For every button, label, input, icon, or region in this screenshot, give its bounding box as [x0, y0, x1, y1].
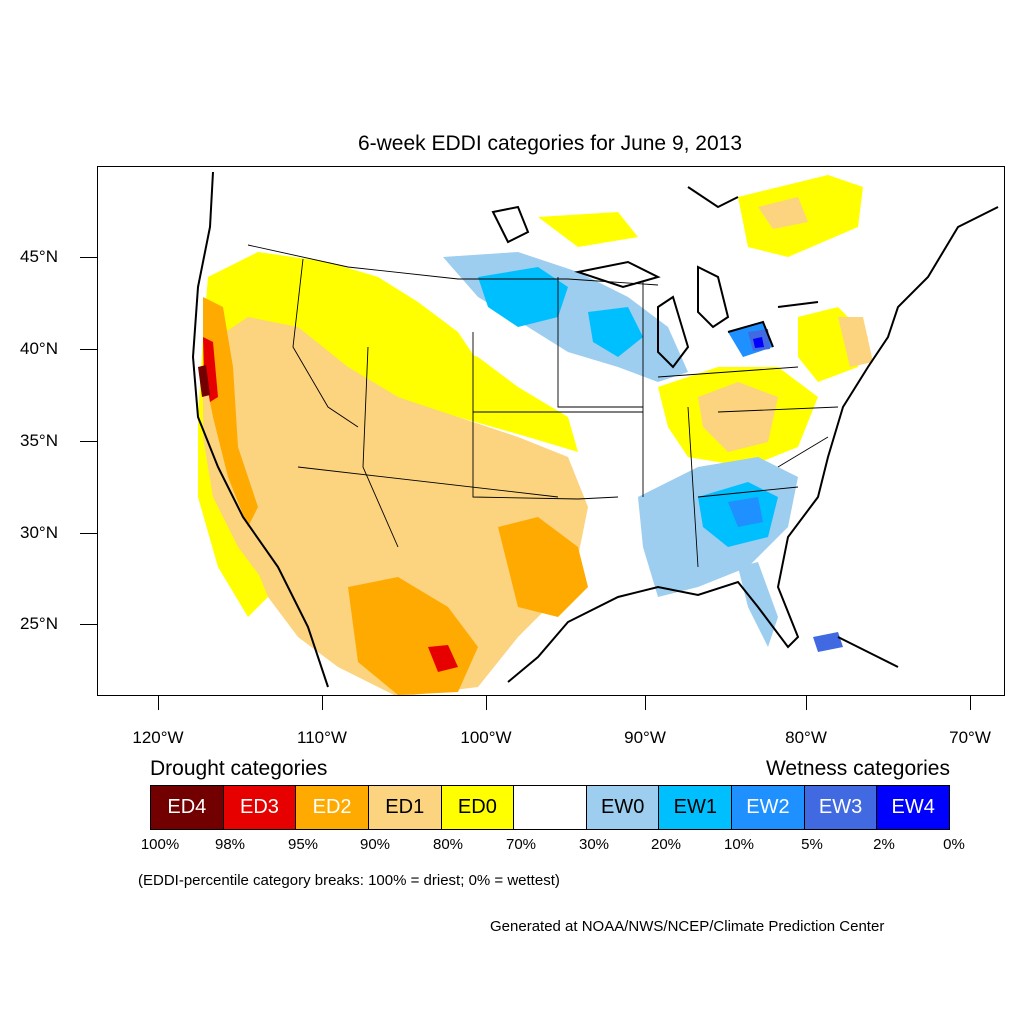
category-breaks-note: (EDDI-percentile category breaks: 100% =…	[138, 872, 560, 889]
ew0-region-florida	[738, 562, 778, 647]
ed2-region-california	[203, 297, 258, 527]
ew1-region-minnesota	[478, 267, 568, 327]
lon-tick	[486, 696, 487, 710]
lon-tick	[158, 696, 159, 710]
percent-break-label: 90%	[359, 836, 391, 853]
percent-break-label: 70%	[505, 836, 537, 853]
lon-tick	[645, 696, 646, 710]
lat-tick	[80, 349, 97, 350]
lon-tick	[806, 696, 807, 710]
lon-label-90w: 90°W	[624, 728, 666, 747]
ed2-region-texas	[498, 517, 588, 617]
lat-label-40n: 40°N	[20, 339, 58, 358]
legend-box-ew0: EW0	[586, 786, 660, 829]
percent-break-label: 2%	[873, 836, 895, 853]
lat-tick	[80, 257, 97, 258]
lat-label-25n: 25°N	[20, 614, 58, 633]
ew3-region-bahamas	[813, 632, 843, 652]
ew1-region-wisconsin	[588, 307, 643, 357]
lon-label-110w: 110°W	[297, 728, 347, 747]
ed4-region-california	[198, 365, 210, 397]
legend-color-bar: ED4 ED3 ED2 ED1 ED0 EW0 EW1 EW2 EW3 EW4	[150, 785, 950, 830]
percent-break-label: 10%	[723, 836, 755, 853]
percent-break-label: 20%	[650, 836, 682, 853]
ew4-region-ontario	[753, 337, 764, 348]
lon-label-80w: 80°W	[785, 728, 827, 747]
lat-tick	[80, 533, 97, 534]
lat-tick	[80, 441, 97, 442]
legend-drought-title: Drought categories	[150, 757, 328, 780]
lon-label-120w: 120°W	[132, 728, 184, 747]
coastlines	[191, 171, 999, 688]
lon-tick	[970, 696, 971, 710]
map-panel	[97, 166, 1005, 696]
legend-box-ed0: ED0	[441, 786, 515, 829]
lon-label-70w: 70°W	[949, 728, 991, 747]
credit-line: Generated at NOAA/NWS/NCEP/Climate Predi…	[490, 918, 885, 935]
percent-break-label: 80%	[432, 836, 464, 853]
lat-label-30n: 30°N	[20, 523, 58, 542]
ed3-region-california	[203, 337, 218, 402]
legend-box-ed1: ED1	[368, 786, 442, 829]
lat-label-45n: 45°N	[20, 247, 58, 266]
legend-box-neutral	[514, 786, 587, 829]
ed0-region-ontario	[538, 212, 638, 247]
legend-box-ed3: ED3	[223, 786, 297, 829]
ew2-region-southeast	[728, 497, 763, 527]
percent-break-label: 0%	[943, 836, 965, 853]
ed1-region-new-england	[838, 317, 873, 367]
map-title: 6-week EDDI categories for June 9, 2013	[357, 132, 743, 155]
legend-box-ew3: EW3	[804, 786, 878, 829]
legend-box-ew1: EW1	[659, 786, 733, 829]
legend-wetness-title: Wetness categories	[765, 757, 950, 780]
state-boundaries	[247, 244, 839, 568]
lat-label-35n: 35°N	[20, 431, 58, 450]
ed1-region-ohio-valley	[698, 382, 778, 452]
ed3-region-mexico	[428, 645, 458, 672]
percent-break-label: 30%	[578, 836, 610, 853]
ed0-region-plains	[358, 337, 578, 452]
legend-box-ed2: ED2	[296, 786, 369, 829]
legend-box-ew4: EW4	[877, 786, 950, 829]
percent-break-label: 95%	[287, 836, 319, 853]
lat-tick	[80, 624, 97, 625]
lon-tick	[322, 696, 323, 710]
eddi-map	[191, 171, 999, 695]
percent-break-label: 100%	[140, 836, 180, 853]
legend-box-ew2: EW2	[732, 786, 805, 829]
percent-break-label: 98%	[214, 836, 246, 853]
legend-box-ed4: ED4	[151, 786, 224, 829]
ed1-region-quebec	[758, 197, 808, 229]
percent-break-label: 5%	[801, 836, 823, 853]
lon-label-100w: 100°W	[460, 728, 512, 747]
